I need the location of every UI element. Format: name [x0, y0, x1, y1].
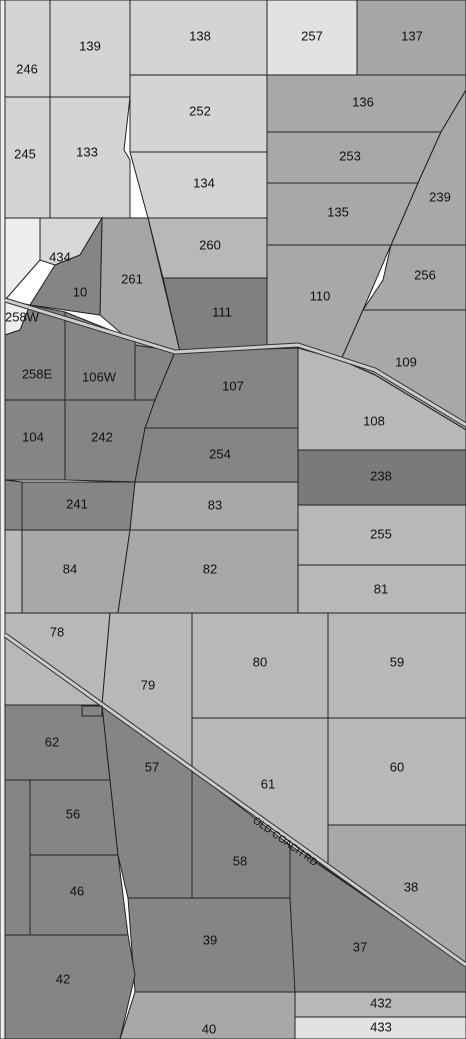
parcel — [119, 991, 296, 1039]
parcel-label: 432 — [370, 995, 392, 1010]
road — [4, 298, 466, 427]
parcel-label: 59 — [390, 654, 404, 669]
parcel — [327, 824, 466, 966]
parcel-label: 46 — [70, 883, 84, 898]
parcel-label: 82 — [203, 561, 217, 576]
parcel-label: 138 — [189, 28, 211, 43]
parcel-label: 242 — [91, 429, 113, 444]
parcel — [4, 934, 136, 1039]
parcel-label: 79 — [141, 677, 155, 692]
parcel — [356, 0, 466, 76]
parcel-label: 252 — [189, 103, 211, 118]
parcel-label: 84 — [63, 561, 77, 576]
parcel-label: 58 — [233, 853, 247, 868]
parcel-label: 107 — [222, 378, 244, 393]
parcel-label: 40 — [202, 1021, 216, 1036]
labels: 246 139 138 257 137 245 133 252 134 136 253 239 135 2… — [5, 28, 451, 1036]
parcel-label: 258W — [5, 309, 40, 324]
parcel-label: 56 — [66, 806, 80, 821]
parcel-label: 245 — [14, 146, 36, 161]
parcel — [294, 1016, 466, 1039]
parcels — [4, 0, 466, 1039]
blank-parcel — [4, 479, 23, 531]
parcel-label: 137 — [401, 28, 423, 43]
parcel-label: 111 — [212, 304, 232, 319]
parcel-label: 80 — [253, 654, 267, 669]
parcel-label: 37 — [353, 939, 367, 954]
parcel-label: 434 — [49, 249, 71, 264]
parcel-label: 108 — [363, 413, 385, 428]
parcel-label: 39 — [203, 932, 217, 947]
parcel-label: 106W — [82, 369, 117, 384]
parcel-label: 254 — [209, 446, 231, 461]
parcel-label: 38 — [404, 879, 418, 894]
parcel-label: 57 — [145, 759, 159, 774]
parcel-label: 134 — [193, 175, 215, 190]
parcel-label: 256 — [414, 267, 436, 282]
parcel-label: 253 — [339, 148, 361, 163]
parcel-label: 78 — [50, 624, 64, 639]
road — [4, 633, 466, 967]
parcel-label: 139 — [79, 38, 101, 53]
parcel-label: 61 — [261, 776, 275, 791]
parcel-label: 81 — [374, 581, 388, 596]
parcel-label: 257 — [301, 28, 323, 43]
small-lot — [81, 705, 103, 717]
parcel — [4, 0, 51, 98]
parcel-label: 241 — [66, 496, 88, 511]
parcel — [29, 216, 103, 316]
parcel — [327, 612, 466, 719]
parcel-label: 83 — [208, 497, 222, 512]
parcel-label: 104 — [22, 429, 44, 444]
parcel — [297, 564, 466, 614]
parcel — [327, 717, 466, 826]
parcel-label: 109 — [395, 354, 417, 369]
parcel-label: 238 — [370, 468, 392, 483]
left-margin — [0, 0, 6, 1039]
blank-parcel — [4, 529, 23, 614]
parcel-label: 433 — [370, 1019, 392, 1034]
parcel-label: 42 — [56, 971, 70, 986]
parcel-label: 133 — [76, 144, 98, 159]
parcel-label: 136 — [352, 94, 374, 109]
parcel-label: 60 — [390, 759, 404, 774]
parcel-label: 110 — [310, 288, 331, 303]
parcel-label: 261 — [121, 271, 143, 286]
parcel-label: 239 — [429, 189, 451, 204]
roads — [3, 297, 466, 968]
parcel-label: 255 — [370, 526, 392, 541]
parcel — [294, 991, 466, 1018]
parcel-label: 258E — [22, 366, 53, 381]
parcel-label: 10 — [73, 284, 87, 299]
parcel-label: 260 — [199, 237, 221, 252]
parcel-label: 246 — [16, 61, 38, 76]
parcel-label: 135 — [327, 204, 349, 219]
parcel-label: 62 — [45, 734, 59, 749]
